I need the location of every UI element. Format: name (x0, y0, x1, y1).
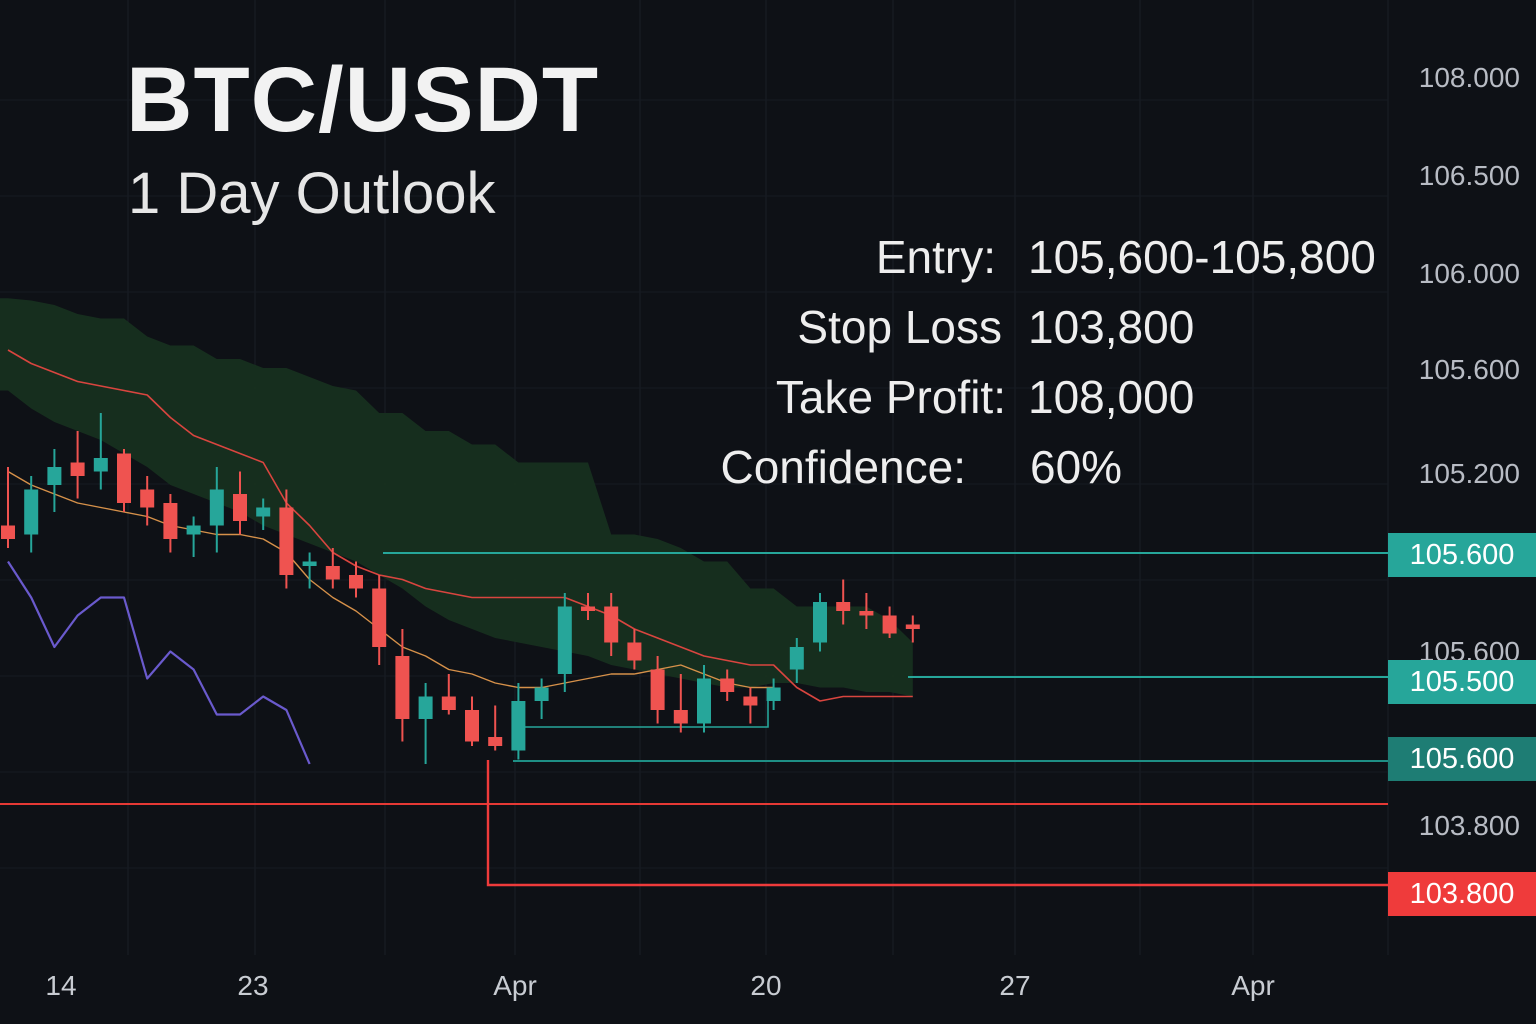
candle-body (209, 489, 224, 526)
price-tag-103800: 103.800 (1388, 872, 1536, 916)
take-profit-value: 108,000 (1028, 371, 1195, 423)
price-tag-105600-lower: 105.600 (1388, 737, 1536, 781)
take-profit-label: Take Profit: (775, 371, 1006, 423)
chart-title: BTC/USDT (126, 49, 600, 151)
lagging-span-line (7, 560, 311, 765)
candle-body (186, 525, 201, 535)
entry-label: Entry: (875, 231, 996, 283)
candle-body (743, 696, 758, 706)
candle-body (233, 494, 247, 521)
x-tick: 14 (45, 970, 77, 1001)
confidence-value: 60% (1030, 441, 1123, 493)
y-tick: 106.000 (1418, 258, 1520, 289)
candle-body (93, 458, 108, 472)
candle-body (697, 678, 711, 724)
candle-body (557, 606, 572, 674)
x-tick: Apr (1231, 970, 1275, 1001)
chart-subtitle: 1 Day Outlook (128, 161, 496, 226)
price-tag-105500: 105.500 (1388, 660, 1536, 704)
candle-body (163, 503, 178, 539)
candle-body (766, 687, 781, 701)
candle-body (534, 687, 549, 701)
candle-body (627, 642, 642, 661)
conversion-line (7, 470, 774, 689)
candle-body (441, 696, 456, 710)
candle-body (117, 453, 131, 503)
candle-body (720, 678, 735, 692)
candle-body (905, 624, 920, 629)
candle-body (813, 602, 827, 643)
candle-body (24, 489, 39, 535)
baseline-line (7, 349, 913, 702)
candle-body (140, 489, 155, 508)
candle-body (418, 696, 433, 719)
stop-loss-label: Stop Loss (797, 301, 1002, 353)
candle-body (279, 507, 294, 575)
candle-body (372, 588, 387, 647)
candle-body (349, 575, 363, 589)
x-tick: Apr (493, 970, 537, 1001)
candle-body (511, 701, 526, 751)
level-line-stop-target (486, 760, 1388, 887)
candle-body (789, 647, 804, 670)
candle-body (673, 710, 688, 724)
y-tick: 105.200 (1418, 458, 1520, 489)
confidence-label: Confidence: (720, 441, 967, 493)
y-tick: 103.800 (1418, 810, 1520, 841)
candle-body (581, 606, 595, 611)
y-tick: 108.000 (1418, 62, 1520, 93)
cloud-area (0, 298, 913, 697)
candle-body (859, 611, 874, 616)
candle-body (1, 525, 15, 539)
price-tag-105600: 105.600 (1388, 533, 1536, 577)
indicator-lines (7, 349, 913, 765)
entry-value: 105,600-105,800 (1028, 231, 1376, 283)
stop-loss-value: 103,800 (1028, 301, 1195, 353)
candle-body (325, 566, 340, 580)
candle-body (47, 467, 62, 485)
candle-body (70, 462, 85, 476)
x-tick: 20 (750, 970, 782, 1001)
ichimoku-cloud (0, 298, 913, 697)
candle-body (882, 615, 897, 634)
candle-body (302, 561, 317, 566)
candle-body (650, 669, 665, 710)
y-tick: 106.500 (1418, 160, 1520, 191)
y-tick: 105.600 (1418, 354, 1520, 385)
candle-body (488, 737, 503, 746)
price-levels (0, 552, 1388, 887)
candle-body (604, 606, 619, 643)
x-tick: 27 (999, 970, 1031, 1001)
candle-body (465, 710, 479, 742)
candle-body (256, 507, 271, 517)
candle-body (836, 602, 851, 611)
candle-body (395, 656, 410, 719)
range-box-line (520, 700, 769, 728)
candlesticks (1, 413, 920, 764)
x-tick: 23 (237, 970, 269, 1001)
